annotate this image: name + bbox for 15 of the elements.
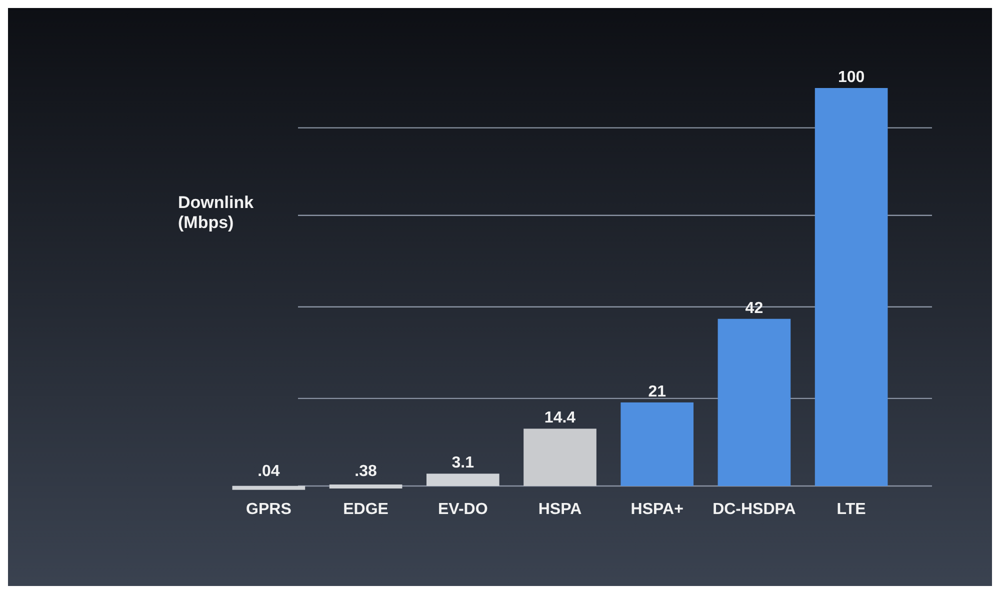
data-label: 100 (838, 69, 865, 86)
x-tick-label: EV-DO (438, 501, 488, 518)
data-label: .38 (354, 463, 378, 480)
data-label: 3.1 (452, 454, 474, 472)
data-label: 42 (745, 300, 764, 317)
data-label: 21 (648, 383, 666, 400)
x-tick-label: HSPA+ (630, 501, 684, 518)
x-tick-label: LTE (836, 501, 866, 518)
x-tick-label: HSPA (538, 501, 582, 518)
x-tick-label: GPRS (246, 501, 292, 518)
data-label: 14.4 (544, 410, 576, 427)
x-tick-label: EDGE (343, 501, 389, 518)
data-label: .04 (258, 463, 280, 480)
y-axis-title: Downlink (Mbps) (178, 193, 254, 232)
x-tick-label: DC-HSDPA (712, 501, 796, 518)
